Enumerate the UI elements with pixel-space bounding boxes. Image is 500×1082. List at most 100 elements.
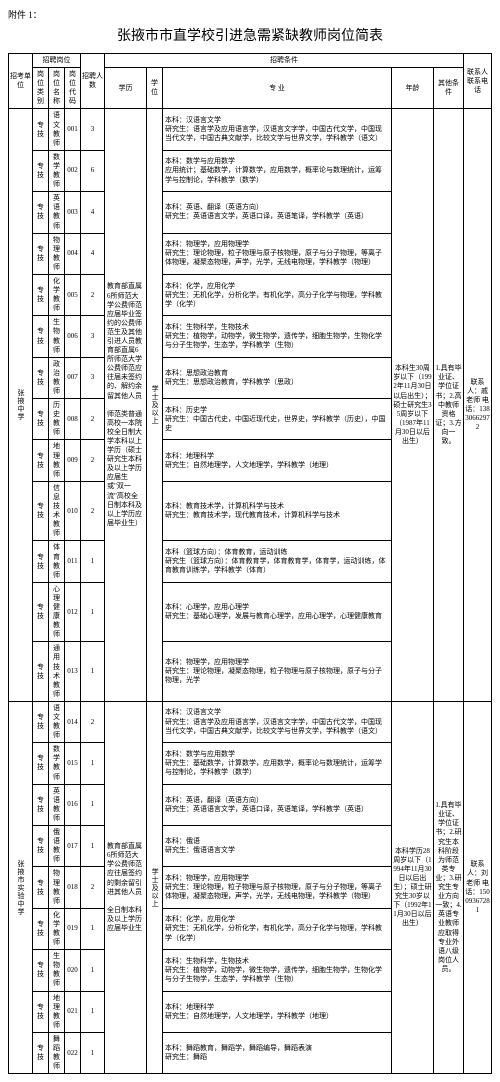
table-cell: 专技 xyxy=(33,481,49,541)
th-major: 专 业 xyxy=(163,68,392,109)
table-cell: 英语教师 xyxy=(49,784,65,825)
table-cell: 002 xyxy=(65,150,81,191)
table-cell: 本科：地理科学研究生：自然地理学，人文地理学，学科教学（地理） xyxy=(163,991,392,1032)
table-cell: 本科：数学与应用数学应用统计；基础数学，计算数学，应用数学，概率论与数理统计，运… xyxy=(163,150,392,191)
th-post-type: 岗位类别 xyxy=(33,68,49,109)
table-cell: 007 xyxy=(65,357,81,398)
table-cell: 学士及以上 xyxy=(147,701,163,1073)
table-cell: 学士及以上 xyxy=(147,109,163,701)
table-cell: 专技 xyxy=(33,109,49,150)
table-cell: 本科：历史学研究生：中国古代史，中国近现代史，世界史，学科教学（历史），中国史 xyxy=(163,399,392,440)
table-cell: 013 xyxy=(65,642,81,702)
table-cell: 005 xyxy=(65,274,81,315)
table-cell: 数学教师 xyxy=(49,150,65,191)
table-cell: 020 xyxy=(65,950,81,991)
table-cell: 017 xyxy=(65,826,81,867)
table-cell: 015 xyxy=(65,743,81,784)
table-cell: 6 xyxy=(81,150,105,191)
table-cell: 专技 xyxy=(33,150,49,191)
table-cell: 3 xyxy=(81,109,105,150)
th-age: 年龄 xyxy=(391,68,433,109)
th-post-group: 招聘岗位 xyxy=(33,54,81,68)
table-cell: 本科：化学，应用化学研究生：无机化学，分析化学，有机化学，高分子化学与物理，学科… xyxy=(163,908,392,949)
table-cell: 003 xyxy=(65,192,81,233)
table-cell: 历史教师 xyxy=(49,399,65,440)
table-cell: 信息技术教师 xyxy=(49,481,65,541)
table-cell: 舞蹈教师 xyxy=(49,1032,65,1073)
table-cell: 1 xyxy=(81,743,105,784)
table-cell: 专技 xyxy=(33,784,49,825)
table-cell: 专技 xyxy=(33,399,49,440)
table-cell: 本科：物理学，应用物理学研究生：理论物理，粒子物理与原子核物理，原子与分子物理，… xyxy=(163,233,392,274)
table-cell: 英语教师 xyxy=(49,192,65,233)
table-cell: 本科：化学，应用化学研究生：无机化学，分析化学，有机化学，高分子化学与物理，学科… xyxy=(163,274,392,315)
th-degree: 学位 xyxy=(147,68,163,109)
table-cell: 专技 xyxy=(33,950,49,991)
table-cell: 1 xyxy=(81,784,105,825)
table-cell: 心理健康教师 xyxy=(49,582,65,642)
table-cell: 本科：教育技术学，计算机科学与技术研究生：教育技术学，现代教育技术，计算机科学与… xyxy=(163,481,392,541)
table-cell: 专技 xyxy=(33,826,49,867)
table-row: 张掖中学专技语文教师0013教育部直属6所师范大学公费师范应届毕业签约的公费师范… xyxy=(9,109,492,150)
table-cell: 1 xyxy=(81,541,105,582)
page-title: 张掖市市直学校引进急需紧缺教师岗位简表 xyxy=(8,25,492,45)
table-cell: 地理教师 xyxy=(49,991,65,1032)
table-cell: 本科：英语、翻译（英语方向）研究生：英语语言文学，英语口译，英语笔译，学科教学（… xyxy=(163,192,392,233)
table-cell: 014 xyxy=(65,701,81,742)
main-table: 招考单位 招聘岗位 招聘人数 招聘条件 联系人联系电话 岗位类别 岗位名称 岗位… xyxy=(8,53,492,1074)
table-cell: 专技 xyxy=(33,701,49,742)
th-edu: 学历 xyxy=(105,68,147,109)
table-cell: 1.具有毕业证、学位证书；2.研究生本科阶段为师范类专业；3.研究生专业方向一致… xyxy=(433,701,463,1073)
table-cell: 010 xyxy=(65,481,81,541)
table-cell: 专技 xyxy=(33,867,49,908)
table-cell: 专技 xyxy=(33,541,49,582)
table-cell: 019 xyxy=(65,908,81,949)
table-cell: 联系人：戚老师 电话：13830662972 xyxy=(464,109,492,701)
table-cell: 本科：汉语言文学研究生：语言学及应用语言学，汉语言文字学，中国古代文学，中国现当… xyxy=(163,701,392,742)
table-cell: 数学教师 xyxy=(49,743,65,784)
table-cell: 016 xyxy=(65,784,81,825)
table-cell: 本科：舞蹈教育，舞蹈学，舞蹈编导，舞蹈表演研究生：舞蹈 xyxy=(163,1032,392,1073)
table-cell: 专技 xyxy=(33,582,49,642)
table-cell: 生物教师 xyxy=(49,316,65,357)
table-cell: 张掖中学 xyxy=(9,109,33,701)
table-cell: 本科学历28周岁以下（1994年11月30日以后出生）；硕士研究生30岁以下（1… xyxy=(391,701,433,1073)
table-cell: 语文教师 xyxy=(49,109,65,150)
table-cell: 1 xyxy=(81,950,105,991)
table-cell: 018 xyxy=(65,867,81,908)
table-cell: 022 xyxy=(65,1032,81,1073)
table-cell: 4 xyxy=(81,233,105,274)
table-cell: 专技 xyxy=(33,274,49,315)
table-cell: 专技 xyxy=(33,357,49,398)
table-cell: 化学教师 xyxy=(49,908,65,949)
table-cell: 4 xyxy=(81,192,105,233)
th-post-code: 岗位代码 xyxy=(65,68,81,109)
table-cell: 本科：思想政治教育研究生：思想政治教育，学科教学（思政） xyxy=(163,357,392,398)
table-cell: 2 xyxy=(81,274,105,315)
table-cell: 006 xyxy=(65,316,81,357)
table-cell: 本科：英语，翻译（英语方向）研究生：英语语言文学，英语口译，英语笔译，学科教学（… xyxy=(163,784,392,825)
table-cell: 专技 xyxy=(33,908,49,949)
table-cell: 1.具有毕业证、学位证书；2.高中教师资格证；3.方向一致。 xyxy=(433,109,463,701)
table-cell: 联系人：刘老师 电话：15009367281 xyxy=(464,701,492,1073)
attachment-label: 附件 1： xyxy=(8,8,492,21)
th-other: 其他条件 xyxy=(433,68,463,109)
table-cell: 1 xyxy=(81,1032,105,1073)
table-cell: 本科生30周岁以下（1992年11月30日以后出生）；硕士研究生35周岁以下（1… xyxy=(391,109,433,701)
table-cell: 本科：物理学，应用物理学研究生：理论物理，凝聚态物理，粒子物理与原子核物理，原子… xyxy=(163,642,392,702)
table-cell: 专技 xyxy=(33,743,49,784)
table-cell: 本科：生物科学，生物技术研究生：植物学，动物学，微生物学，遗传学，细胞生物学，生… xyxy=(163,950,392,991)
table-cell: 本科：心理学，应用心理学研究生：基础心理学，发展与教育心理学，应用心理学，心理健… xyxy=(163,582,392,642)
table-cell: 专技 xyxy=(33,233,49,274)
table-cell: 专技 xyxy=(33,192,49,233)
table-cell: 009 xyxy=(65,440,81,481)
table-cell: 本科：汉语言文学研究生：语言学及应用语言学，汉语言文字学，中国古代文学，中国现当… xyxy=(163,109,392,150)
table-cell: 本科：物理学，应用物理学研究生：理论物理，粒子物理与原子核物理，原子与分子物理，… xyxy=(163,867,392,908)
table-cell: 专技 xyxy=(33,316,49,357)
table-cell: 专技 xyxy=(33,440,49,481)
table-body: 张掖中学专技语文教师0013教育部直属6所师范大学公费师范应届毕业签约的公费师范… xyxy=(9,109,492,1074)
table-cell: 物理教师 xyxy=(49,867,65,908)
table-cell: 1 xyxy=(81,826,105,867)
table-cell: 012 xyxy=(65,582,81,642)
table-cell: 本科（篮球方向）：体育教育，运动训练研究生（篮球方向）：体育教育学，体育教育学，… xyxy=(163,541,392,582)
